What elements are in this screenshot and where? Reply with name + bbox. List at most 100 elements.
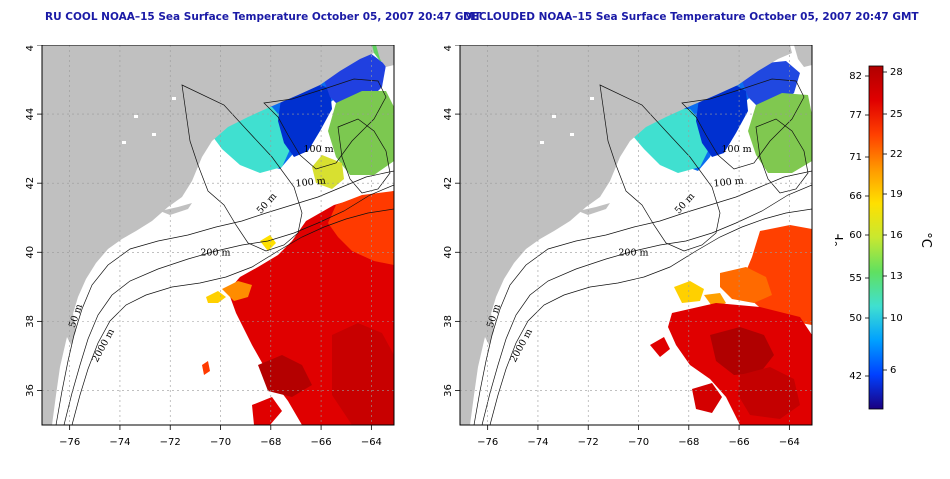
colorbar-label-c: 28 (890, 67, 903, 78)
temperature-colorbar: 82 77 71 66 60 55 50 42 28 25 22 19 16 13 10 6 °F °C (832, 60, 945, 424)
contour-label: 200 m (200, 248, 230, 259)
lat-tick-label: 44 (443, 108, 454, 121)
map-frame (459, 44, 813, 426)
bathymetry-contour (181, 84, 303, 252)
sst-region (632, 109, 710, 173)
colorbar-label-f: 50 (849, 313, 862, 324)
contour-label: 100 m (721, 144, 751, 155)
land-mass (460, 45, 792, 425)
bathymetry-contour (337, 118, 391, 194)
contour-label: 100 m (295, 176, 326, 190)
sst-map-left: 100 m 100 m 50 m 200 m 50 m 2000 m −76 −74 −72 −7… (2, 39, 420, 479)
lat-tick-label: 38 (25, 315, 36, 328)
lon-tick-label: −64 (779, 437, 800, 448)
colorbar-label-f: 82 (849, 71, 862, 82)
sst-region (328, 191, 394, 265)
sst-region (720, 267, 772, 303)
bathymetry-contour (489, 208, 812, 425)
lon-tick-label: −66 (729, 437, 750, 448)
colorbar-unit-c: °C (918, 232, 933, 248)
colorbar-label-c: 25 (890, 109, 903, 120)
bathymetry-contour (481, 184, 812, 425)
bathymetry-contour (63, 184, 394, 425)
lon-tick-label: −70 (210, 437, 231, 448)
lat-tick-label: 36 (25, 384, 36, 397)
colorbar-label-c: 22 (890, 149, 903, 160)
bathymetry-contour (599, 84, 721, 252)
land-mass (42, 45, 374, 425)
lake (590, 97, 594, 100)
lat-tick-label: 42 (25, 177, 36, 190)
panel-title-left: RU COOL NOAA–15 Sea Surface Temperature … (45, 11, 482, 23)
lat-tick-label: 44 (25, 108, 36, 121)
colorbar-label-c: 6 (890, 365, 896, 376)
colorbar-label-f: 71 (849, 152, 862, 163)
bathymetry-contour (755, 118, 809, 194)
lat-tick-label: 40 (25, 246, 36, 259)
sst-region (260, 235, 276, 251)
bathymetry-contour (263, 78, 387, 170)
sst-region (650, 337, 670, 357)
sst-region (222, 281, 252, 301)
colorbar-label-f: 66 (849, 191, 862, 202)
sst-region (252, 397, 282, 425)
lat-tick-label: 46 (25, 45, 36, 51)
lon-tick-label: −64 (361, 437, 382, 448)
lon-tick-label: −72 (160, 437, 181, 448)
sst-region (696, 81, 748, 157)
sst-region (692, 383, 722, 413)
lake (152, 133, 156, 136)
lat-tick-label: 38 (443, 315, 454, 328)
lon-tick-label: −68 (678, 437, 699, 448)
sst-map-right: 100 m 100 m 50 m 200 m 50 m 2000 m −76 −74 −72 −7… (420, 39, 838, 479)
colorbar-label-f: 42 (849, 371, 862, 382)
colorbar-label-f: 60 (849, 230, 862, 241)
map-frame (41, 44, 395, 426)
colorbar-gradient (868, 65, 884, 410)
bathymetry-contour (473, 170, 812, 425)
lake (540, 141, 544, 144)
colorbar-label-c: 19 (890, 189, 903, 200)
colorbar-label-f: 55 (849, 273, 862, 284)
bathymetry-contour (681, 78, 805, 170)
lon-tick-label: −76 (59, 437, 80, 448)
lon-tick-label: −66 (311, 437, 332, 448)
lon-tick-label: −70 (628, 437, 649, 448)
lake (552, 115, 556, 118)
colorbar-label-c: 10 (890, 313, 903, 324)
lon-tick-label: −74 (527, 437, 548, 448)
lon-tick-label: −76 (477, 437, 498, 448)
bathymetry-contour (71, 208, 394, 425)
lat-tick-label: 42 (443, 177, 454, 190)
panel-title-right: DECLOUDED NOAA–15 Sea Surface Temperatur… (463, 11, 919, 23)
colorbar-label-c: 13 (890, 271, 903, 282)
contour-label: 100 m (303, 144, 333, 155)
lon-tick-label: −68 (260, 437, 281, 448)
colorbar-unit-f: °F (835, 233, 847, 247)
island (578, 203, 610, 215)
sst-region (738, 367, 800, 419)
sst-region (748, 93, 812, 173)
sst-region (312, 155, 344, 189)
colorbar-label-c: 16 (890, 230, 903, 241)
lon-tick-label: −72 (578, 437, 599, 448)
sst-region (332, 323, 394, 425)
bathymetry-contour (55, 170, 394, 425)
lat-tick-label: 46 (443, 45, 454, 51)
contour-label: 100 m (713, 176, 744, 190)
sst-region (202, 361, 210, 375)
land-mass-nova-scotia (794, 45, 812, 67)
lon-tick-label: −74 (109, 437, 130, 448)
lake (172, 97, 176, 100)
lake (134, 115, 138, 118)
land-mass-nova-scotia (376, 45, 394, 67)
sst-region (206, 291, 226, 303)
sst-region (258, 355, 312, 397)
lake (570, 133, 574, 136)
sst-region (710, 327, 774, 375)
lat-tick-label: 40 (443, 246, 454, 259)
contour-label: 200 m (618, 248, 648, 259)
lake (122, 141, 126, 144)
